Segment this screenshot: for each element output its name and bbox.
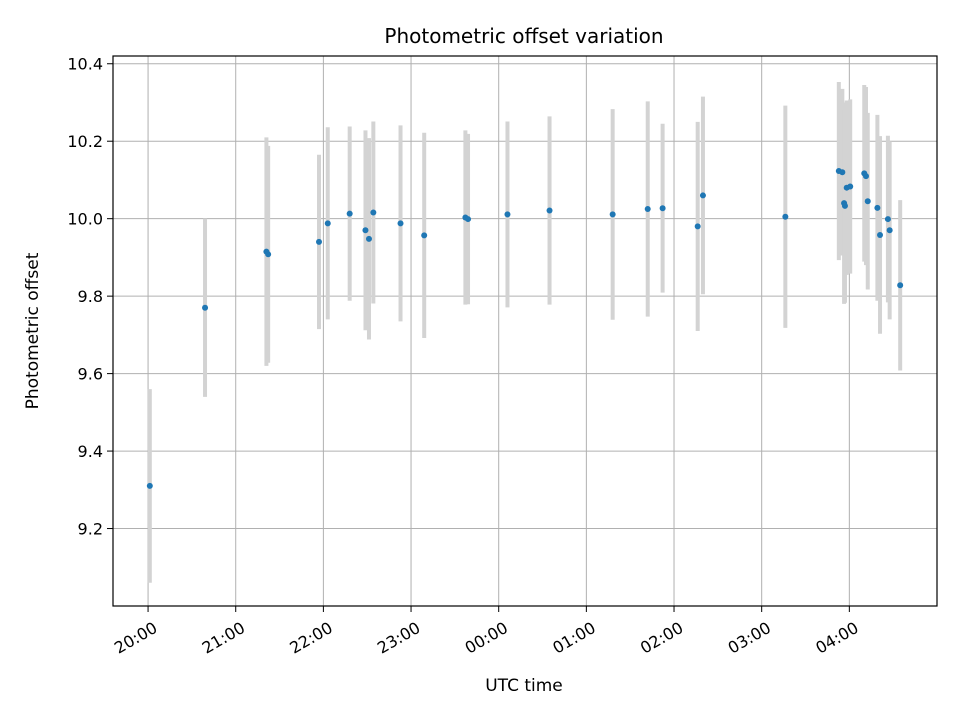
data-point <box>316 238 322 245</box>
data-point <box>862 173 869 180</box>
y-tick-label: 10.4 <box>67 55 103 74</box>
data-point <box>864 198 871 205</box>
data-point <box>202 304 209 311</box>
data-point <box>886 227 893 234</box>
y-tick-label: 9.2 <box>78 520 103 539</box>
data-point <box>504 211 511 218</box>
error-bars <box>147 81 903 583</box>
data-point <box>465 216 472 223</box>
data-point <box>699 192 706 199</box>
x-tick-label: 01:00 <box>549 618 598 658</box>
data-points <box>146 168 904 489</box>
grid-lines <box>113 56 937 606</box>
data-point <box>839 169 846 176</box>
x-tick-label: 20:00 <box>111 618 160 658</box>
data-point <box>346 210 353 217</box>
data-point <box>782 213 789 220</box>
data-point <box>146 482 153 489</box>
data-point <box>265 251 272 258</box>
plot-frame <box>112 55 938 607</box>
data-point <box>874 204 881 211</box>
data-point <box>659 205 666 212</box>
y-tick-label: 9.4 <box>78 442 103 461</box>
chart-title: Photometric offset variation <box>384 24 663 48</box>
y-tick-label: 10.2 <box>67 132 103 151</box>
x-tick-label: 22:00 <box>286 618 335 658</box>
data-point <box>365 235 372 242</box>
data-point <box>362 227 369 234</box>
x-tick-label: 04:00 <box>812 618 861 658</box>
x-tick-label: 00:00 <box>462 618 511 658</box>
x-axis-label: UTC time <box>485 676 563 696</box>
data-point <box>546 207 553 214</box>
y-tick-label: 9.8 <box>78 287 103 306</box>
y-axis-ticks: 9.2 9.4 9.6 9.8 10.0 10.2 10.4 <box>67 55 113 539</box>
y-tick-label: 10.0 <box>67 210 103 229</box>
data-point <box>694 223 701 230</box>
data-point <box>847 183 854 190</box>
x-tick-label: 23:00 <box>374 618 423 658</box>
data-point <box>324 220 331 227</box>
data-point <box>609 211 616 218</box>
x-tick-label: 03:00 <box>725 618 774 658</box>
data-point <box>884 216 891 223</box>
data-point <box>841 202 848 209</box>
y-tick-label: 9.6 <box>78 365 103 384</box>
y-axis-label: Photometric offset <box>23 252 43 409</box>
x-tick-label: 02:00 <box>637 618 686 658</box>
x-tick-label: 21:00 <box>199 618 248 658</box>
data-point <box>397 220 404 227</box>
data-point <box>370 209 377 216</box>
data-point <box>897 282 904 289</box>
data-point <box>421 232 428 239</box>
x-axis-ticks: 20:00 21:00 22:00 23:00 00:00 01:00 02:00 03:00… <box>111 606 862 658</box>
data-point <box>644 205 651 212</box>
data-point <box>877 231 884 238</box>
